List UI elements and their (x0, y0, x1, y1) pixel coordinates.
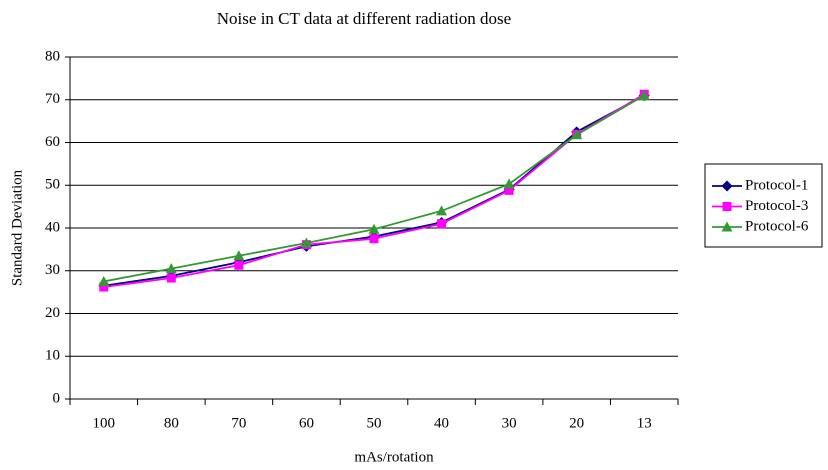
x-tick-label: 60 (299, 415, 314, 431)
y-tick-label: 30 (45, 262, 60, 278)
marker (571, 129, 583, 140)
y-axis-label: Standard Deviation (9, 169, 25, 286)
y-tick-label: 80 (45, 48, 60, 64)
marker (369, 234, 379, 244)
y-tick-label: 40 (45, 219, 60, 235)
marker (234, 260, 244, 270)
marker (638, 89, 650, 100)
marker (436, 205, 448, 216)
x-tick-label: 40 (434, 415, 449, 431)
x-tick-label: 70 (231, 415, 246, 431)
marker (721, 221, 733, 232)
marker (368, 223, 380, 234)
x-tick-label: 20 (569, 415, 584, 431)
marker (300, 237, 312, 248)
x-tick-label: 80 (164, 415, 179, 431)
series-line (103, 93, 645, 288)
x-axis-label: mAs/rotation (354, 449, 434, 465)
marker (166, 273, 176, 283)
y-tick-label: 70 (45, 91, 60, 107)
y-tick-label: 0 (53, 390, 61, 406)
legend-label: Protocol-1 (745, 177, 808, 193)
marker (721, 180, 733, 192)
marker (503, 178, 515, 189)
y-tick-label: 60 (45, 134, 60, 150)
marker (165, 263, 177, 274)
legend-label: Protocol-3 (745, 198, 808, 214)
y-tick-label: 10 (45, 348, 60, 364)
chart-title: Noise in CT data at different radiation … (217, 9, 511, 28)
marker (504, 185, 514, 195)
x-tick-label: 13 (637, 415, 652, 431)
marker (99, 282, 109, 292)
legend-label: Protocol-6 (745, 218, 809, 234)
marker (437, 219, 447, 229)
marker (233, 250, 245, 261)
x-tick-label: 50 (367, 415, 382, 431)
marker (722, 202, 732, 211)
y-tick-label: 20 (45, 305, 60, 321)
x-tick-label: 100 (93, 415, 116, 431)
y-tick-label: 50 (45, 177, 60, 193)
series-line (103, 94, 645, 283)
marker (98, 275, 110, 286)
x-tick-label: 30 (502, 415, 517, 431)
series-line (103, 94, 645, 287)
